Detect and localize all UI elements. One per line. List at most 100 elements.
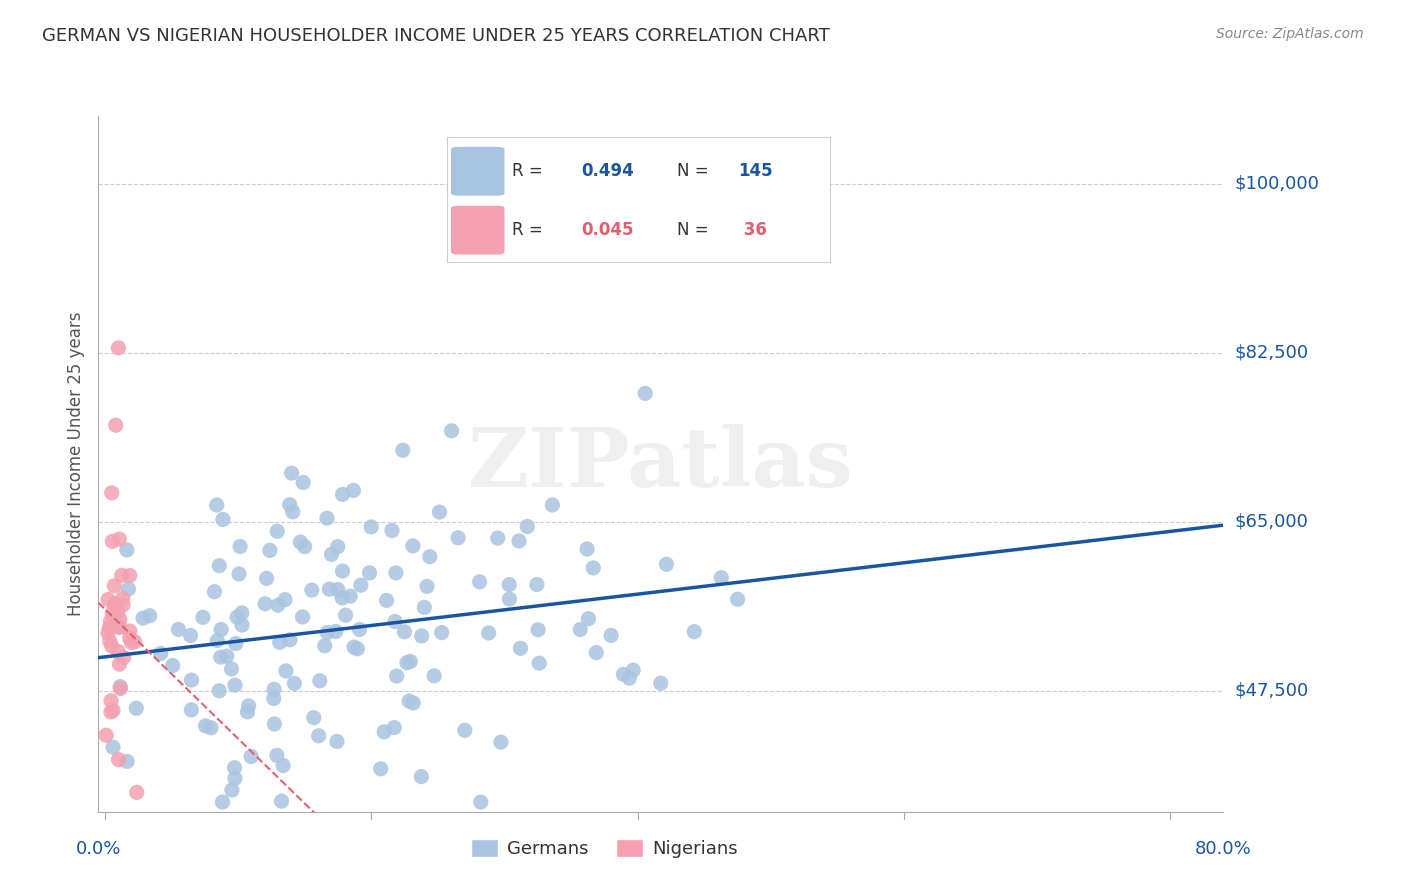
Germans	[283, 676, 305, 690]
Nigerians	[107, 645, 129, 659]
Germans	[370, 762, 392, 776]
Germans	[194, 719, 217, 733]
Germans	[221, 783, 243, 797]
Germans	[360, 520, 382, 534]
Germans	[332, 487, 354, 501]
Germans	[108, 680, 131, 694]
Germans	[710, 571, 733, 585]
Germans	[125, 701, 148, 715]
Text: $65,000: $65,000	[1234, 513, 1308, 531]
Germans	[429, 505, 451, 519]
Germans	[308, 673, 330, 688]
Germans	[321, 548, 343, 562]
Text: $47,500: $47,500	[1234, 681, 1309, 700]
Nigerians	[110, 681, 132, 696]
Germans	[413, 600, 436, 615]
Germans	[224, 678, 246, 692]
Germans	[470, 795, 492, 809]
Germans	[267, 598, 290, 612]
Germans	[486, 531, 509, 545]
Germans	[200, 721, 222, 735]
Germans	[316, 511, 339, 525]
Germans	[330, 591, 353, 605]
Nigerians	[118, 631, 141, 645]
Germans	[149, 647, 172, 661]
Germans	[278, 632, 301, 647]
Germans	[419, 549, 441, 564]
Germans	[634, 386, 657, 401]
Germans	[274, 592, 297, 607]
Germans	[683, 624, 706, 639]
Germans	[402, 539, 425, 553]
Germans	[115, 543, 138, 558]
Germans	[180, 628, 202, 642]
Germans	[271, 758, 294, 772]
Germans	[621, 663, 644, 677]
Germans	[209, 623, 232, 637]
Germans	[316, 625, 339, 640]
Nigerians	[104, 418, 127, 433]
Germans	[454, 723, 477, 738]
Germans	[430, 625, 453, 640]
Germans	[229, 540, 252, 554]
Germans	[359, 566, 381, 580]
Germans	[263, 691, 285, 706]
Germans	[180, 703, 202, 717]
Nigerians	[108, 612, 131, 626]
Germans	[167, 623, 190, 637]
Germans	[266, 748, 288, 763]
Germans	[395, 656, 418, 670]
Germans	[382, 721, 405, 735]
Germans	[349, 623, 371, 637]
Germans	[115, 755, 138, 769]
Nigerians	[101, 534, 124, 549]
Germans	[350, 578, 373, 592]
Nigerians	[100, 694, 122, 708]
Nigerians	[108, 657, 131, 672]
Germans	[266, 524, 288, 539]
Nigerians	[112, 650, 135, 665]
Germans	[211, 795, 233, 809]
Germans	[240, 749, 263, 764]
Nigerians	[100, 705, 122, 719]
Nigerians	[111, 568, 134, 582]
Germans	[447, 531, 470, 545]
Germans	[204, 584, 226, 599]
Germans	[238, 698, 260, 713]
Germans	[263, 717, 285, 731]
Germans	[226, 610, 249, 624]
Germans	[208, 683, 231, 698]
Germans	[375, 593, 398, 607]
Nigerians	[94, 728, 117, 742]
Germans	[411, 629, 433, 643]
Germans	[224, 761, 246, 775]
Germans	[263, 682, 285, 697]
Germans	[326, 582, 349, 597]
Germans	[301, 583, 323, 598]
Nigerians	[100, 639, 122, 653]
Germans	[326, 540, 349, 554]
Germans	[392, 443, 415, 458]
Germans	[612, 667, 634, 681]
Germans	[138, 608, 160, 623]
Germans	[207, 633, 229, 648]
Germans	[335, 608, 357, 623]
Nigerians	[125, 785, 148, 799]
Germans	[394, 624, 416, 639]
Germans	[256, 571, 278, 585]
Germans	[343, 640, 366, 654]
Germans	[381, 524, 404, 538]
Nigerians	[111, 598, 134, 612]
Nigerians	[124, 634, 146, 648]
Germans	[423, 669, 446, 683]
Germans	[162, 658, 184, 673]
Germans	[326, 734, 349, 748]
Text: $82,500: $82,500	[1234, 343, 1309, 362]
Germans	[231, 606, 253, 620]
Nigerians	[111, 591, 134, 606]
Germans	[541, 498, 564, 512]
Germans	[498, 592, 520, 607]
Germans	[259, 543, 281, 558]
Germans	[498, 577, 520, 591]
Germans	[302, 711, 325, 725]
